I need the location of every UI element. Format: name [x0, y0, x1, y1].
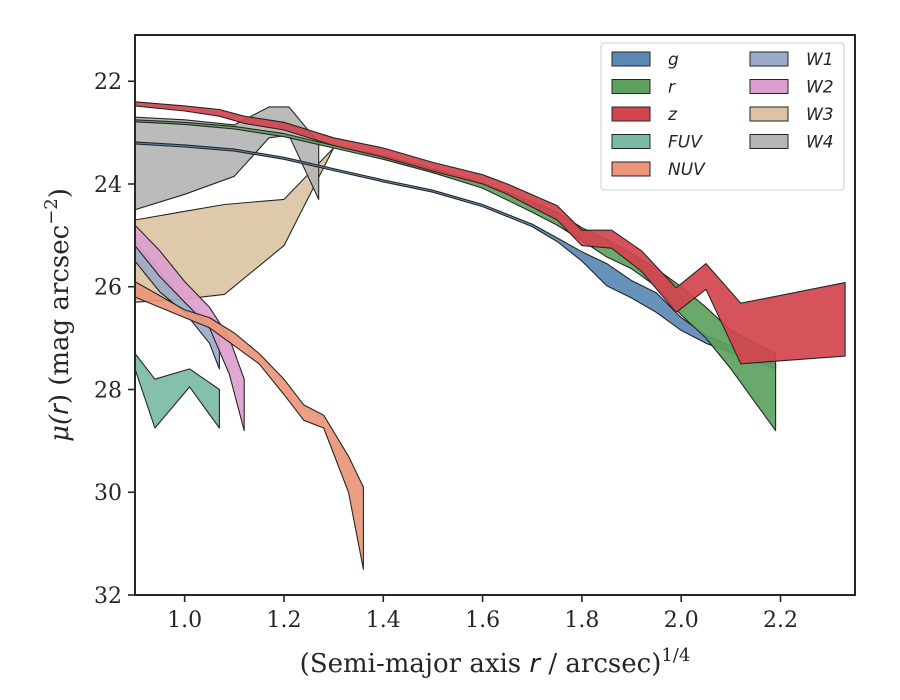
- series-band-z: [135, 101, 846, 365]
- series-band-nuv: [135, 281, 364, 570]
- legend-swatch-w2: [749, 79, 789, 94]
- legend-swatch-z: [611, 106, 651, 122]
- x-tick-label: 1.4: [366, 608, 401, 633]
- y-tick-label: 24: [94, 173, 122, 198]
- x-axis-label: (Semi-major axis r / arcsec)1/4: [300, 645, 691, 679]
- x-tick-label: 2.2: [763, 608, 798, 633]
- y-axis-label: μ(r) (mag arcsec−2): [41, 188, 75, 442]
- legend-label-nuv: NUV: [668, 160, 706, 180]
- legend-label-w2: W2: [806, 78, 834, 98]
- legend-swatch-fuv: [611, 134, 651, 149]
- y-axis: 22 24 26 28 30 32: [94, 70, 135, 609]
- legend-label-w1: W1: [806, 50, 834, 70]
- y-tick-label: 28: [94, 378, 122, 403]
- y-tick-label: 22: [94, 70, 122, 95]
- legend-label-w4: W4: [806, 133, 834, 153]
- y-tick-label: 32: [94, 584, 122, 609]
- x-tick-label: 1.2: [266, 608, 301, 633]
- plot-frame: [134, 34, 856, 596]
- series-band-w2: [135, 224, 245, 432]
- legend-label-r: r: [668, 78, 676, 98]
- x-tick-label: 1.6: [465, 608, 500, 633]
- y-tick-label: 30: [94, 481, 122, 506]
- x-axis: 1.0 1.2 1.4 1.6 1.8 2.0 2.2: [167, 595, 798, 633]
- x-tick-label: 2.0: [664, 608, 699, 633]
- legend-label-g: g: [668, 50, 679, 70]
- x-tick-label: 1.0: [167, 608, 202, 633]
- y-tick-label: 26: [94, 276, 122, 301]
- x-tick-label: 1.8: [564, 608, 599, 633]
- legend-label-w3: W3: [806, 105, 834, 125]
- legend-swatch-w4: [749, 134, 789, 149]
- legend-label-z: z: [667, 105, 678, 125]
- legend-swatch-r: [611, 79, 651, 94]
- legend-swatch-w3: [749, 106, 789, 122]
- legend-label-fuv: FUV: [668, 133, 703, 153]
- series-band-fuv: [135, 352, 220, 429]
- series-layer: [135, 101, 846, 570]
- legend: grz FUV NUV W1 W2 W3 W4: [600, 42, 845, 191]
- legend-swatch-w1: [749, 51, 789, 67]
- legend-swatch-g: [611, 51, 651, 67]
- legend-swatch-nuv: [611, 161, 651, 177]
